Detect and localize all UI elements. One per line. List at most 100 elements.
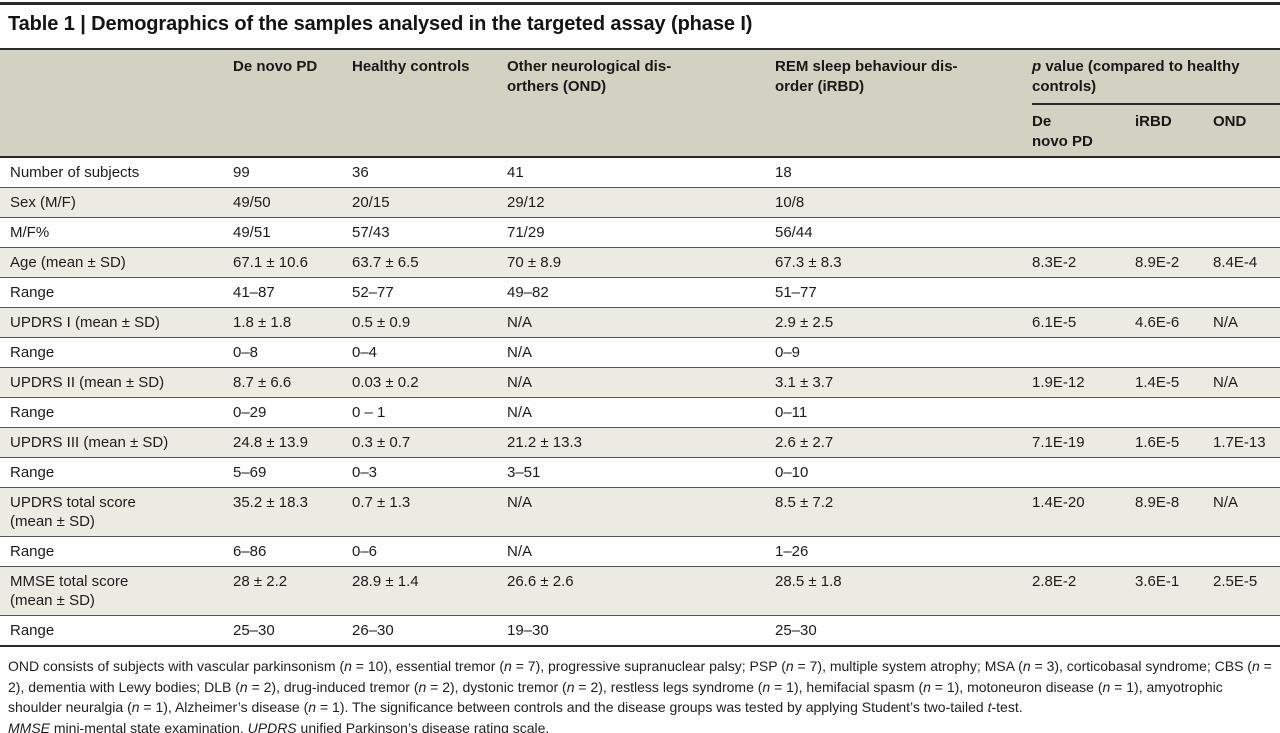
table-cell: 1.9E-12: [1032, 367, 1135, 398]
table-cell: N/A: [507, 337, 775, 368]
table-cell: 0–10: [775, 457, 1032, 488]
table-cell: [1135, 457, 1213, 488]
table-cell: 51–77: [775, 277, 1032, 308]
table-cell: 67.3 ± 8.3: [775, 247, 1032, 278]
table-cell: [1213, 457, 1280, 488]
table-cell: 52–77: [352, 277, 507, 308]
table-cell: 0–8: [233, 337, 352, 368]
table-cell: 0–3: [352, 457, 507, 488]
table-cell: [1135, 277, 1213, 308]
table-cell: 28.5 ± 1.8: [775, 566, 1032, 616]
table-cell: 25–30: [233, 615, 352, 646]
table-cell: [1032, 337, 1135, 368]
table-cell: [1213, 217, 1280, 248]
table-cell: [1032, 615, 1135, 646]
table-cell: 28.9 ± 1.4: [352, 566, 507, 616]
table-cell: 2.9 ± 2.5: [775, 307, 1032, 338]
table-cell: 0–6: [352, 536, 507, 567]
table-cell: 0–11: [775, 397, 1032, 428]
table-cell: 18: [775, 156, 1032, 188]
table-cell: 57/43: [352, 217, 507, 248]
table-cell: 25–30: [775, 615, 1032, 646]
header-col-ond: Other neurological dis- orthers (OND): [507, 49, 775, 157]
row-label: Range: [0, 536, 233, 567]
table-cell: 29/12: [507, 187, 775, 218]
table-cell: [1135, 536, 1213, 567]
table-cell: N/A: [507, 307, 775, 338]
header-row-p-subcolumns: De novo PD iRBD OND: [0, 104, 1280, 157]
footnote-ond-definition: OND consists of subjects with vascular p…: [8, 658, 1272, 715]
table-cell: 63.7 ± 6.5: [352, 247, 507, 278]
table-row: Range 5–69 0–3 3–51 0–10: [0, 457, 1280, 488]
table-cell: 20/15: [352, 187, 507, 218]
table-cell: 1.7E-13: [1213, 427, 1280, 458]
table-cell: [1032, 187, 1135, 218]
table-cell: 35.2 ± 18.3: [233, 487, 352, 537]
row-label: Number of subjects: [0, 156, 233, 188]
table-cell: 21.2 ± 13.3: [507, 427, 775, 458]
table-row: UPDRS III (mean ± SD) 24.8 ± 13.9 0.3 ± 0.…: [0, 427, 1280, 458]
table-cell: 2.8E-2: [1032, 566, 1135, 616]
table-cell: 24.8 ± 13.9: [233, 427, 352, 458]
table-cell: N/A: [507, 536, 775, 567]
table-cell: 1–26: [775, 536, 1032, 567]
table-cell: 5–69: [233, 457, 352, 488]
table-row: Range 6–86 0–6 N/A 1–26: [0, 536, 1280, 567]
table-cell: 19–30: [507, 615, 775, 646]
table-cell: 4.6E-6: [1135, 307, 1213, 338]
table-cell: 6.1E-5: [1032, 307, 1135, 338]
table-cell: 26–30: [352, 615, 507, 646]
table-cell: [1213, 536, 1280, 567]
table-cell: 71/29: [507, 217, 775, 248]
table-cell: [1135, 217, 1213, 248]
table-cell: 8.5 ± 7.2: [775, 487, 1032, 537]
row-label: Sex (M/F): [0, 187, 233, 218]
row-label: UPDRS III (mean ± SD): [0, 427, 233, 458]
table-cell: 0.7 ± 1.3: [352, 487, 507, 537]
table-cell: N/A: [1213, 307, 1280, 338]
header-blank-cell: [0, 49, 233, 157]
table-cell: 41: [507, 156, 775, 188]
table-cell: 2.6 ± 2.7: [775, 427, 1032, 458]
table-row: UPDRS I (mean ± SD) 1.8 ± 1.8 0.5 ± 0.9 N/A…: [0, 307, 1280, 338]
table-cell: [1135, 397, 1213, 428]
table-cell: [1032, 397, 1135, 428]
table-cell: 3.6E-1: [1135, 566, 1213, 616]
demographics-table: De novo PD Healthy controls Other neurol…: [0, 48, 1280, 647]
table-cell: 49/50: [233, 187, 352, 218]
row-label: M/F%: [0, 217, 233, 248]
table-row: Range 0–8 0–4 N/A 0–9: [0, 337, 1280, 368]
table-cell: 8.9E-2: [1135, 247, 1213, 278]
table-cell: 8.7 ± 6.6: [233, 367, 352, 398]
table-cell: [1213, 397, 1280, 428]
table-cell: [1032, 156, 1135, 188]
table-cell: N/A: [1213, 487, 1280, 537]
table-cell: 67.1 ± 10.6: [233, 247, 352, 278]
table-title: Table 1 | Demographics of the samples an…: [8, 13, 753, 35]
header-subcol-p-de-novo-pd: De novo PD: [1032, 104, 1135, 157]
table-cell: 56/44: [775, 217, 1032, 248]
table-cell: 6–86: [233, 536, 352, 567]
table-cell: [1135, 615, 1213, 646]
table-cell: [1213, 156, 1280, 188]
header-col-p-value-group: p value (compared to healthy controls): [1032, 49, 1280, 105]
table-body: Number of subjects 99 36 41 18 Sex (M/F) 49/50…: [0, 156, 1280, 646]
table-row: Number of subjects 99 36 41 18: [0, 156, 1280, 188]
header-col-irbd: REM sleep behaviour dis- order (iRBD): [775, 49, 1032, 157]
table-cell: 10/8: [775, 187, 1032, 218]
table-cell: 41–87: [233, 277, 352, 308]
table-cell: [1032, 217, 1135, 248]
table-cell: 0.03 ± 0.2: [352, 367, 507, 398]
table-cell: 1.4E-20: [1032, 487, 1135, 537]
table-cell: 3–51: [507, 457, 775, 488]
table-cell: N/A: [507, 367, 775, 398]
footnote-abbreviations: MMSE mini-mental state examination, UPDR…: [8, 719, 550, 733]
table-cell: 49–82: [507, 277, 775, 308]
header-subcol-p-ond: OND: [1213, 104, 1280, 157]
table-cell: [1213, 277, 1280, 308]
table-cell: [1135, 337, 1213, 368]
table-row: MMSE total score (mean ± SD) 28 ± 2.2 28.9…: [0, 566, 1280, 616]
table-cell: 36: [352, 156, 507, 188]
row-label: Range: [0, 457, 233, 488]
